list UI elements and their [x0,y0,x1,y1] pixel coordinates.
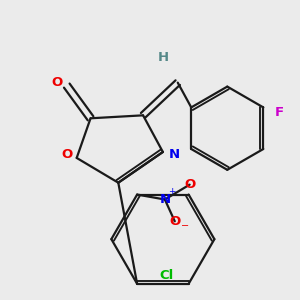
Text: O: O [184,178,195,191]
Text: H: H [157,51,168,64]
Text: +: + [168,187,176,196]
Text: N: N [169,148,180,161]
Text: N: N [159,193,170,206]
Text: O: O [51,76,62,89]
Text: F: F [274,106,284,119]
Text: O: O [169,215,180,228]
Text: −: − [181,221,189,231]
Text: Cl: Cl [160,269,174,282]
Text: O: O [61,148,72,161]
